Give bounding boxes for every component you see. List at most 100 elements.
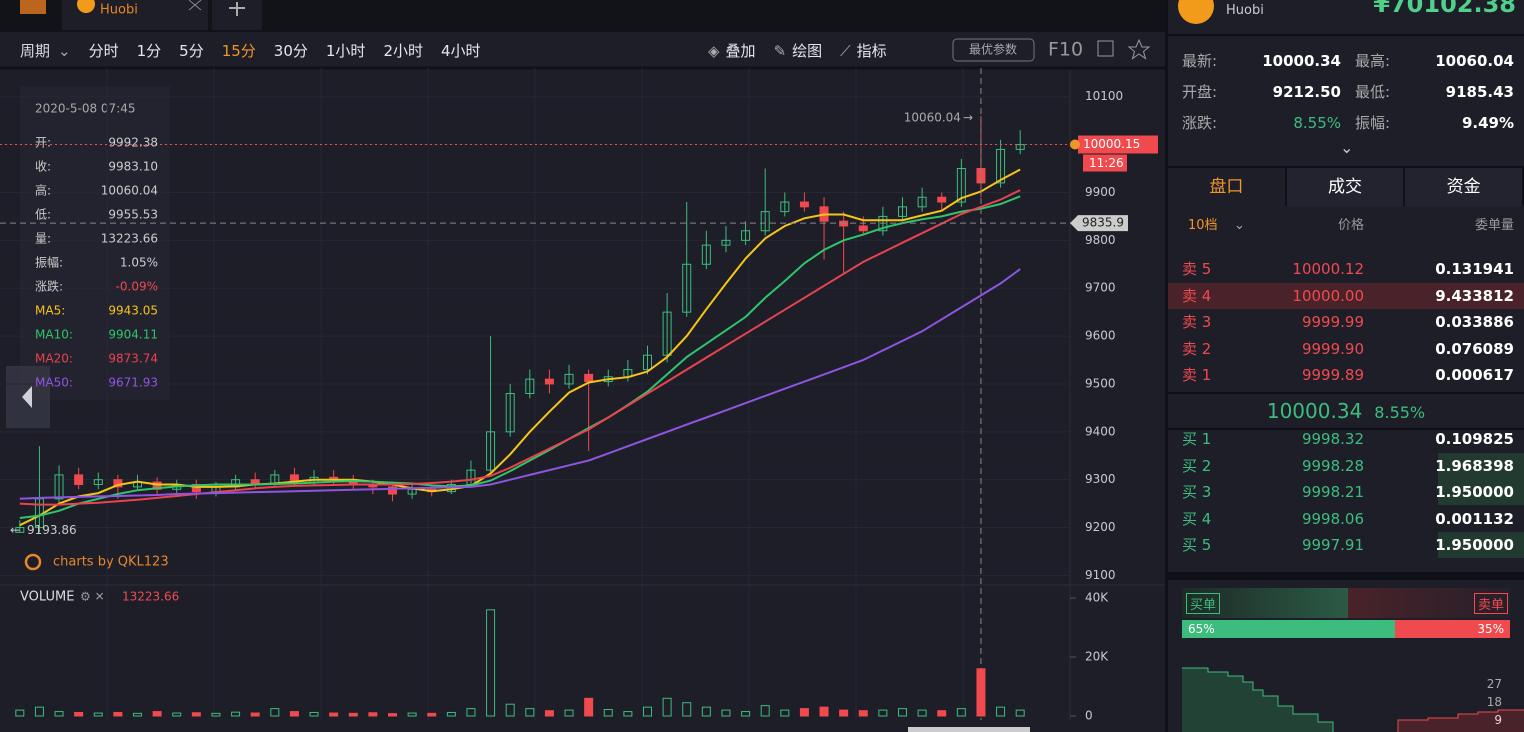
- volume-bar: [701, 706, 711, 717]
- max-arrow: →: [963, 110, 973, 124]
- scrollbar[interactable]: [908, 727, 1030, 732]
- book-row: 买 4 9998.06 0.001132: [1168, 506, 1524, 532]
- candle-body: [917, 196, 927, 208]
- info-label: 高:: [35, 183, 51, 198]
- tab[interactable]: 盘口: [1168, 168, 1287, 206]
- interval-button[interactable]: 分时: [88, 42, 119, 60]
- candle-body: [682, 263, 692, 313]
- volume-bar: [309, 711, 319, 717]
- volume-bar: [721, 709, 731, 717]
- tool-icon: ⟋: [840, 42, 851, 60]
- volume-settings[interactable]: ⚙ ✕: [80, 590, 105, 604]
- f10-button[interactable]: F10: [1048, 39, 1083, 61]
- candle-body: [74, 474, 84, 485]
- y-tick-label: 9900: [1085, 185, 1116, 199]
- volume-bar: [329, 712, 339, 717]
- interval-button[interactable]: 2小时: [383, 42, 423, 60]
- volume-bar: [15, 709, 25, 717]
- info-label: 开:: [35, 136, 51, 150]
- tool-button[interactable]: ✎ 绘图: [774, 38, 823, 64]
- tool-button[interactable]: ◈ 叠加: [708, 38, 756, 64]
- volume-bar: [446, 711, 456, 717]
- info-value: 9873.74: [108, 352, 158, 366]
- book-row: 卖 5 10000.12 0.131941: [1168, 256, 1524, 282]
- interval-button[interactable]: 30分: [273, 42, 308, 60]
- volume-bar: [976, 668, 986, 717]
- volume-bar: [898, 708, 907, 717]
- candle-body: [505, 393, 515, 433]
- best-params-label: 最优参数: [969, 42, 1017, 57]
- tab-close[interactable]: [188, 0, 202, 11]
- volume-bar: [93, 712, 103, 717]
- crosshair-tag: [1070, 215, 1128, 232]
- tab[interactable]: 成交: [1286, 168, 1406, 206]
- book-row: 买 2 9998.28 1.968398: [1168, 452, 1524, 479]
- volume-bar: [348, 712, 358, 717]
- book-price: 9998.28: [1301, 456, 1364, 475]
- period-label[interactable]: 周期: [20, 42, 51, 60]
- stat-label: 涨跌:: [1182, 114, 1218, 132]
- stat-label: 最低:: [1355, 83, 1391, 101]
- candle-body: [662, 311, 672, 356]
- info-value: 9955.53: [108, 208, 158, 222]
- ratio-bar: 65% 35%: [1182, 620, 1510, 638]
- interval-button[interactable]: 4小时: [440, 42, 481, 60]
- interval-button[interactable]: 5分: [179, 42, 204, 60]
- min-arrow: ←: [10, 523, 20, 537]
- period-dropdown[interactable]: ⌄: [58, 42, 71, 60]
- book-header-dropdown: ⌄: [1234, 218, 1245, 233]
- volume-tick-label: 40K: [1085, 591, 1109, 605]
- volume-bar: [172, 712, 182, 717]
- buy-label: 买单: [1186, 593, 1221, 614]
- info-value: 9943.05: [108, 304, 158, 318]
- volume-bar: [1015, 709, 1025, 717]
- sell-label: 卖单: [1473, 593, 1508, 614]
- expand-arrow[interactable]: ⌄: [1340, 138, 1354, 157]
- volume-bar: [917, 709, 927, 717]
- book-row: 买 1 9998.32 0.109825: [1168, 426, 1524, 452]
- info-label: MA10:: [35, 328, 73, 342]
- y-tick-label: 9400: [1085, 424, 1116, 438]
- info-value: 9904.11: [108, 328, 158, 342]
- stat-label: 最新:: [1182, 52, 1218, 70]
- volume-bar: [113, 711, 123, 717]
- book-price: 9997.91: [1301, 536, 1364, 554]
- watermark-logo: [24, 553, 42, 571]
- volume-bar: [250, 712, 260, 717]
- star-icon[interactable]: [1127, 38, 1151, 60]
- info-value: 10060.04: [101, 184, 158, 198]
- volume-bar: [603, 709, 613, 717]
- volume-bar: [878, 709, 888, 717]
- interval-button[interactable]: 1分: [136, 42, 162, 60]
- candle-body: [544, 378, 554, 385]
- stat-value: 9.49%: [1461, 114, 1514, 132]
- y-tick-label: 10100: [1085, 89, 1123, 103]
- divider: [1168, 166, 1524, 168]
- info-value: -0.09%: [116, 280, 158, 294]
- book-qty: 1.950000: [1435, 483, 1514, 501]
- stat-label: 最高:: [1355, 52, 1391, 70]
- volume-bar: [407, 712, 417, 717]
- volume-tick-label: 0: [1085, 709, 1093, 723]
- tab[interactable]: 资金: [1405, 168, 1524, 206]
- depth-bids-line: [1182, 667, 1334, 732]
- book-side: 买 5: [1182, 536, 1212, 554]
- fullscreen-icon[interactable]: [1097, 40, 1114, 57]
- info-label: 低:: [35, 208, 51, 222]
- book-qty: 1.968398: [1435, 456, 1514, 475]
- tool-button[interactable]: ⟋ 指标: [840, 38, 887, 64]
- info-value: 1.05%: [120, 256, 158, 270]
- depth-asks-line: [1397, 709, 1524, 732]
- best-params-button[interactable]: [952, 38, 1035, 62]
- app-icon[interactable]: [20, 0, 46, 14]
- volume-bar: [466, 708, 476, 717]
- divider: [1168, 572, 1524, 580]
- volume-bar: [152, 711, 162, 717]
- interval-button[interactable]: 15分: [221, 42, 256, 60]
- book-price: 9998.21: [1301, 483, 1364, 501]
- mid-price-row: 10000.34 8.55%: [1168, 392, 1524, 430]
- volume-bar: [780, 709, 790, 717]
- interval-button[interactable]: 1小时: [325, 42, 366, 60]
- volume-bar: [289, 711, 299, 717]
